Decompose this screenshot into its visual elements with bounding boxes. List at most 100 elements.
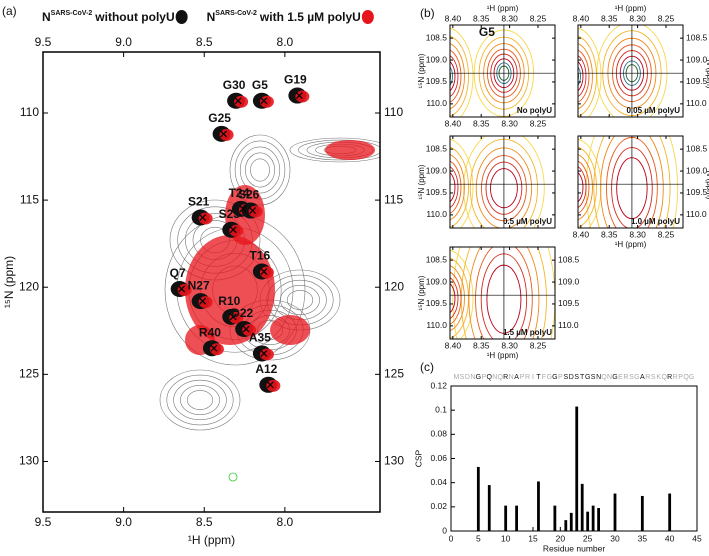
x-tick-label: 0 <box>449 533 454 543</box>
sequence-letter: Q <box>487 374 493 381</box>
x-tick-label: 8.35 <box>473 13 490 23</box>
y-tick-label: 120 <box>384 279 404 293</box>
y-tick-label: 0 <box>442 525 447 535</box>
x-tick-label: 8.40 <box>445 340 462 350</box>
x-tick-label: 8.35 <box>473 118 490 128</box>
contour-red <box>270 315 310 345</box>
contour-green <box>228 472 238 482</box>
peak-with <box>259 348 274 361</box>
x-tick-label: 8.30 <box>501 13 518 23</box>
sequence-letter: S <box>591 374 596 381</box>
sequence-letter: F <box>542 374 546 381</box>
y-tick-label: 109.5 <box>686 76 708 86</box>
sequence-letter: R <box>623 374 628 381</box>
y-tick-label: 0.04 <box>430 477 447 487</box>
contour <box>600 136 664 228</box>
contour <box>298 139 380 161</box>
sequence-letter: G <box>612 374 617 381</box>
x-tick-label: 8.0 <box>277 35 294 49</box>
y-tick-label: 108.5 <box>426 254 448 264</box>
sequence-letter: G <box>547 374 552 381</box>
x-axis-title: ¹H (ppm) <box>615 240 647 249</box>
sequence-letter: Q <box>601 374 607 381</box>
legend-label: NSARS-CoV-2 without polyU <box>42 10 175 24</box>
sequence-letter: G <box>552 374 557 381</box>
y-tick-label: 109.5 <box>686 187 708 197</box>
y-tick-label: 110.0 <box>426 98 447 108</box>
peak-with <box>266 379 281 392</box>
y-tick-label: 110 <box>384 105 403 119</box>
y-tick-label: 125 <box>19 367 39 381</box>
y-tick-label: 110.0 <box>426 209 447 219</box>
bar <box>569 512 573 531</box>
sequence-letter: A <box>640 374 645 381</box>
sequence-letter: Q <box>661 374 667 381</box>
peak-with <box>234 95 249 108</box>
peak-label: G30 <box>223 78 246 92</box>
sequence-letter: D <box>465 374 470 381</box>
y-tick-label: 108.5 <box>558 254 580 264</box>
x-tick-label: 35 <box>638 533 648 543</box>
peak-cross <box>239 205 247 213</box>
contour <box>578 27 602 117</box>
contours <box>450 136 545 228</box>
plot-frame <box>42 51 381 513</box>
x-tick-label: 8.25 <box>530 13 547 23</box>
sequence-letter: G <box>585 374 590 381</box>
plot-frame <box>449 246 556 340</box>
contour <box>245 152 276 188</box>
sequence-letter: S <box>651 374 656 381</box>
contour <box>450 61 456 92</box>
y-tick-label: 115 <box>384 192 403 206</box>
legend-superscript: SARS-CoV-2 <box>51 10 93 17</box>
x-tick-label: 8.30 <box>501 340 518 350</box>
sequence-letter: Q <box>497 374 503 381</box>
sequence-letter: K <box>656 374 661 381</box>
y-axis-title: ¹⁵N (ppm) <box>2 256 16 308</box>
peak-cross <box>229 226 237 234</box>
peak-with <box>219 128 234 141</box>
y-tick-label: 109.0 <box>426 276 448 286</box>
contour <box>578 154 593 221</box>
x-tick-label: 8.35 <box>473 340 490 350</box>
sequence-letter: M <box>454 374 460 381</box>
bar <box>487 485 491 531</box>
contour <box>159 369 241 431</box>
x-tick-label: 30 <box>610 533 620 543</box>
peak-label: T16 <box>250 249 271 263</box>
x-tick-label: 8.35 <box>601 229 618 239</box>
sequence-letter: P <box>481 374 486 381</box>
peak-cross <box>249 207 257 214</box>
sequence-letter: R <box>645 374 650 381</box>
bar <box>476 466 480 531</box>
contour <box>450 138 474 228</box>
contour <box>578 66 581 87</box>
peak-label: R10 <box>218 294 240 308</box>
contour <box>286 290 314 310</box>
bar <box>597 508 600 531</box>
sequence-letter: N <box>509 374 514 381</box>
contour <box>289 137 380 163</box>
peak-cross <box>260 268 268 275</box>
contour <box>173 379 227 421</box>
contour-red <box>325 140 375 160</box>
peak-with <box>229 224 244 237</box>
legend-suffix: without polyU <box>94 10 174 24</box>
panel-label: (b) <box>420 6 435 20</box>
sequence-letter: R <box>503 374 508 381</box>
x-tick-label: 8.25 <box>658 13 675 23</box>
panel-condition: 0.5 µM polyU <box>503 217 552 226</box>
contour <box>450 265 465 332</box>
contour <box>166 374 234 426</box>
contour <box>450 66 453 87</box>
x-tick-label: 8.5 <box>196 515 213 529</box>
y-tick-label: 0.12 <box>430 380 447 390</box>
peak-label: A35 <box>249 331 271 345</box>
sequence-letter: D <box>569 374 574 381</box>
panel-label: (a) <box>2 4 17 18</box>
y-axis-title: ¹⁵N (ppm) <box>417 53 426 88</box>
contours <box>578 136 679 228</box>
peak-with <box>259 95 274 108</box>
bar <box>564 520 568 531</box>
